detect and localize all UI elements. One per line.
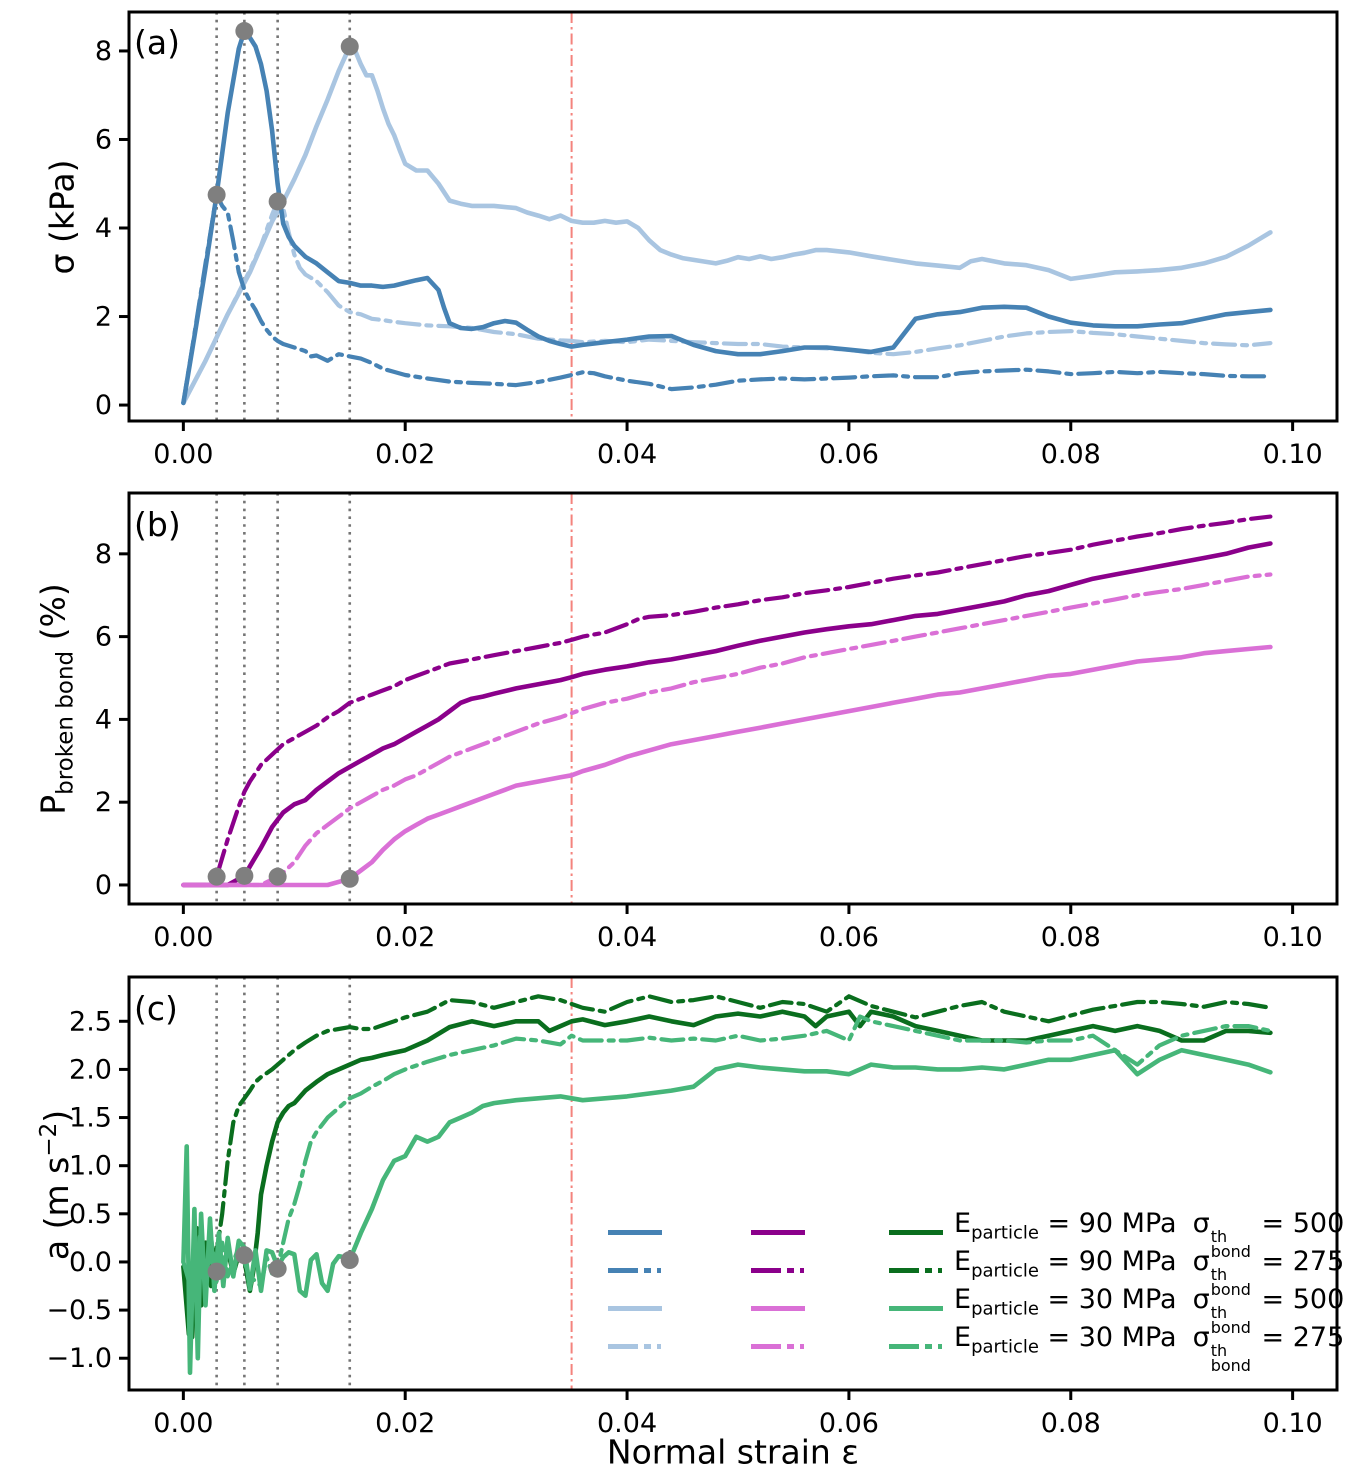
y-tick-label: −0.5 (46, 1295, 112, 1326)
series-line (181, 994, 1273, 1313)
panel-c (181, 977, 1273, 1390)
peak-marker (268, 1259, 287, 1278)
legend-swatch-accel-dashdot-icon (889, 1251, 949, 1289)
panel-b (181, 493, 1273, 904)
x-tick-label: 0.10 (1263, 922, 1323, 953)
series-line (181, 514, 1273, 888)
peak-marker (207, 867, 226, 886)
legend-swatch-stress-solid-icon (608, 1213, 668, 1251)
x-tick-label: 0.04 (597, 439, 657, 470)
y-tick-label: 1.5 (69, 1103, 112, 1134)
y-tick-label: 2 (95, 302, 112, 333)
legend-swatch-bond-solid-icon (751, 1213, 811, 1251)
x-tick-label: 0.02 (375, 922, 435, 953)
y-tick-label: 8 (95, 539, 112, 570)
x-tick-label: 0.08 (1041, 1408, 1101, 1439)
y-tick-label: 8 (95, 36, 112, 67)
y-tick-label: −1.0 (46, 1343, 112, 1374)
series-line (181, 572, 1273, 888)
x-tick-label: 0.02 (375, 1408, 435, 1439)
legend-swatch-stress-solid-light-icon (608, 1289, 668, 1327)
y-tick-label: 0.0 (69, 1247, 112, 1278)
y-axis-label-acceleration: a (m s−2) (36, 1109, 76, 1261)
series-line (181, 192, 1273, 405)
panel-a (181, 12, 1273, 421)
peak-marker (235, 1246, 254, 1265)
legend-swatch-stress-dashdot-light-icon (608, 1327, 668, 1365)
y-tick-label: 0 (95, 870, 112, 901)
axes-frame (127, 975, 1339, 1392)
y-tick-label: 2 (95, 787, 112, 818)
panel-label-c: (c) (134, 989, 178, 1028)
y-axis-label-stress: σ (kPa) (42, 159, 82, 275)
series-line (181, 541, 1273, 888)
series-line (181, 1047, 1273, 1375)
x-tick-label: 0.04 (597, 922, 657, 953)
series-line (181, 644, 1273, 888)
y-tick-label: 0.5 (69, 1199, 112, 1230)
peak-marker (340, 37, 359, 56)
y-tick-label: 2.5 (69, 1006, 112, 1037)
axes-frame (127, 491, 1339, 906)
x-tick-label: 0.00 (153, 922, 213, 953)
peak-marker (207, 185, 226, 204)
x-tick-label: 0.00 (153, 1408, 213, 1439)
y-axis-label-broken-bond: Pbroken bond (%) (33, 583, 79, 815)
axes-frame (127, 10, 1339, 423)
y-tick-label: 0 (95, 390, 112, 421)
x-tick-label: 0.10 (1263, 439, 1323, 470)
peak-marker (235, 866, 254, 885)
y-tick-label: 4 (95, 704, 112, 735)
x-tick-label: 0.06 (819, 1408, 879, 1439)
x-tick-label: 0.00 (153, 439, 213, 470)
peak-marker (268, 867, 287, 886)
peak-marker (340, 869, 359, 888)
x-tick-label: 0.04 (597, 1408, 657, 1439)
peak-marker (268, 192, 287, 211)
x-tick-label: 0.06 (819, 922, 879, 953)
y-tick-label: 4 (95, 213, 112, 244)
y-tick-label: 6 (95, 622, 112, 653)
legend-swatch-stress-dashdot-icon (608, 1251, 668, 1289)
panel-label-a: (a) (134, 23, 180, 62)
series-line (181, 44, 1273, 406)
y-tick-label: 1.0 (69, 1151, 112, 1182)
peak-marker (235, 22, 254, 41)
series-line (181, 28, 1273, 406)
legend-swatch-bond-dashdot-icon (751, 1251, 811, 1289)
peak-marker (207, 1262, 226, 1281)
x-tick-label: 0.08 (1041, 922, 1101, 953)
x-axis-label: Normal strain ε (606, 1432, 860, 1472)
peak-marker (340, 1251, 359, 1270)
x-tick-label: 0.08 (1041, 439, 1101, 470)
y-tick-label: 2.0 (69, 1054, 112, 1085)
legend-swatch-bond-solid-light-icon (751, 1289, 811, 1327)
legend-swatch-accel-dashdot-light-icon (889, 1327, 949, 1365)
panel-label-b: (b) (134, 505, 181, 544)
legend-swatch-accel-solid-icon (889, 1213, 949, 1251)
x-tick-label: 0.06 (819, 439, 879, 470)
legend-swatch-accel-solid-light-icon (889, 1289, 949, 1327)
legend-swatch-bond-dashdot-light-icon (751, 1327, 811, 1365)
x-tick-label: 0.02 (375, 439, 435, 470)
x-tick-label: 0.10 (1263, 1408, 1323, 1439)
y-tick-label: 6 (95, 124, 112, 155)
